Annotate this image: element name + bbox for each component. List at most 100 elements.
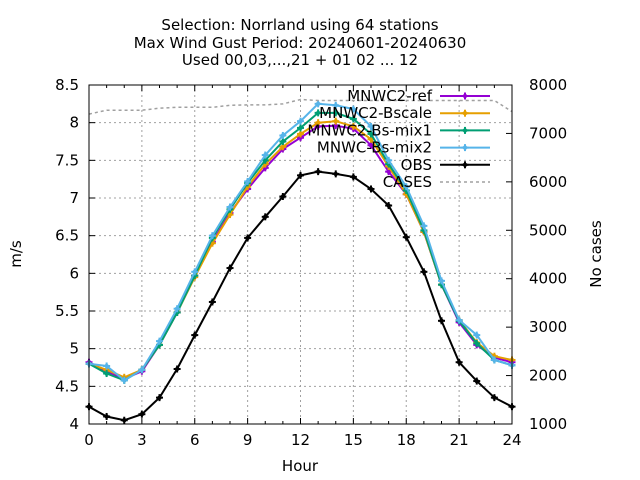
chart-title: Selection: Norrland using 64 stations Ma… [134, 16, 467, 69]
data-point [455, 358, 463, 366]
data-point [103, 370, 111, 378]
legend-label: CASES [383, 173, 432, 191]
data-point [402, 183, 410, 191]
data-point [244, 234, 252, 242]
data-point [473, 331, 481, 339]
y-tick-label: 5 [69, 340, 79, 358]
y2-tick-label: 8000 [529, 76, 567, 94]
data-point [367, 130, 375, 138]
data-point [156, 337, 163, 345]
data-point [385, 202, 393, 210]
data-point [332, 109, 340, 117]
y-tick-label: 8 [69, 114, 79, 132]
legend-entry: OBS [401, 156, 490, 174]
data-point [226, 264, 234, 272]
data-point [191, 268, 199, 276]
data-point [120, 376, 128, 384]
x-axis-label: Hour [282, 457, 319, 475]
data-point [226, 203, 234, 211]
data-point [138, 366, 146, 374]
title-line-2: Max Wind Gust Period: 20240601-20240630 [134, 34, 467, 52]
x-tick-label: 3 [137, 431, 147, 449]
data-point [138, 410, 146, 418]
data-point [297, 124, 304, 132]
y2-axis-label: No cases [587, 220, 605, 288]
data-point [103, 362, 111, 370]
data-point [314, 168, 322, 176]
data-point [490, 356, 498, 364]
legend-label: MNWC2-ref [347, 87, 432, 105]
y2-tick-label: 5000 [529, 221, 567, 239]
y2-tick-label: 4000 [529, 270, 567, 288]
data-point [349, 115, 357, 123]
legend-label: MNWC-Bs-mix2 [317, 139, 432, 157]
data-point [367, 122, 375, 130]
series-obs [85, 168, 516, 424]
data-point [349, 105, 357, 113]
y2-tick-label: 6000 [529, 173, 567, 191]
data-point [191, 331, 199, 339]
data-point [208, 298, 216, 306]
data-point [367, 185, 375, 193]
legend-entry: CASES [383, 173, 490, 191]
data-point [314, 119, 322, 127]
series-line [88, 98, 513, 115]
legend-marker [461, 126, 469, 134]
data-point [297, 130, 304, 138]
data-point [332, 117, 340, 125]
legend-entry: MNWC2-Bscale [319, 104, 490, 122]
series-cases [88, 98, 513, 115]
x-tick-label: 18 [397, 431, 416, 449]
data-point [420, 268, 428, 276]
x-tick-label: 21 [450, 431, 469, 449]
y-tick-label: 5.5 [55, 302, 79, 320]
legend-entry: MNWC2-ref [347, 87, 490, 105]
data-point [244, 177, 252, 185]
x-tick-label: 9 [243, 431, 253, 449]
data-point [156, 394, 163, 402]
legend: MNWC2-refMNWC2-BscaleMNWC2-Bs-mix1MNWC-B… [307, 87, 490, 191]
data-point [297, 117, 304, 125]
y2-tick-label: 1000 [529, 415, 567, 433]
data-point [208, 232, 216, 240]
data-point [438, 317, 445, 325]
x-tick-label: 0 [84, 431, 94, 449]
data-point [385, 156, 393, 164]
y-axis-label: m/s [7, 240, 25, 268]
data-point [297, 171, 304, 179]
y-tick-label: 4 [69, 415, 79, 433]
plot-frame [88, 84, 513, 425]
y-tick-label: 4.5 [55, 377, 79, 395]
x-tick-label: 12 [291, 431, 310, 449]
legend-marker [461, 144, 469, 152]
data-point [438, 277, 445, 285]
x-tick-label: 24 [502, 431, 521, 449]
y-tick-label: 6 [69, 264, 79, 282]
legend-label: OBS [401, 156, 432, 174]
data-point [314, 109, 322, 117]
series-mnwc-bs-mix2 [85, 100, 516, 384]
data-point [349, 173, 357, 181]
ticks: 0 3 6 9 12 15 18 21 24 4 4.5 5 5.5 6 6.5 7 7.5 8 8.5 1000 20… [55, 76, 567, 449]
x-tick-label: 6 [190, 431, 200, 449]
y2-tick-label: 7000 [529, 124, 567, 142]
title-line-3: Used 00,03,...,21 + 01 02 ... 12 [182, 51, 418, 69]
data-point [455, 316, 463, 324]
title-line-1: Selection: Norrland using 64 stations [161, 16, 438, 34]
data-point [314, 100, 322, 108]
legend-label: MNWC2-Bs-mix1 [307, 121, 432, 139]
y-tick-label: 8.5 [55, 76, 79, 94]
data-point [349, 122, 357, 130]
y-tick-label: 7.5 [55, 151, 79, 169]
legend-entry: MNWC2-Bs-mix1 [307, 121, 490, 139]
data-point [173, 305, 181, 313]
legend-label: MNWC2-Bscale [319, 104, 432, 122]
data-point [490, 394, 498, 402]
data-point [332, 170, 340, 178]
series [85, 98, 516, 424]
legend-marker [461, 92, 469, 100]
data-point [103, 412, 111, 420]
legend-marker [461, 109, 469, 117]
legend-marker [461, 161, 469, 169]
